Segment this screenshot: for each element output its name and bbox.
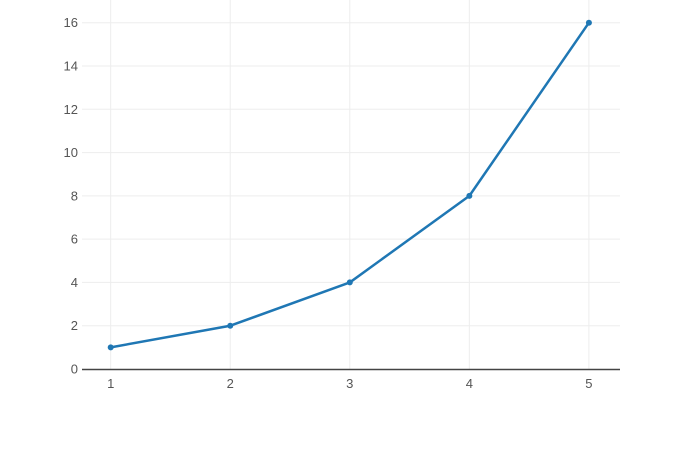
y-tick-label: 14 bbox=[64, 59, 78, 74]
y-tick-label: 2 bbox=[71, 318, 78, 333]
y-tick-label: 8 bbox=[71, 188, 78, 203]
x-tick-label: 1 bbox=[107, 376, 114, 391]
x-tick-label: 2 bbox=[227, 376, 234, 391]
x-tick-label: 4 bbox=[466, 376, 473, 391]
data-point bbox=[585, 19, 592, 26]
data-point bbox=[227, 322, 234, 329]
y-tick-label: 4 bbox=[71, 275, 78, 290]
data-point bbox=[346, 279, 353, 286]
y-tick-label: 6 bbox=[71, 232, 78, 247]
data-point bbox=[466, 192, 473, 199]
y-tick-label: 0 bbox=[71, 362, 78, 377]
data-point bbox=[107, 344, 114, 351]
x-tick-label: 3 bbox=[346, 376, 353, 391]
x-tick-label: 5 bbox=[585, 376, 592, 391]
y-tick-label: 16 bbox=[64, 15, 78, 30]
y-tick-label: 12 bbox=[64, 102, 78, 117]
y-tick-label: 10 bbox=[64, 145, 78, 160]
